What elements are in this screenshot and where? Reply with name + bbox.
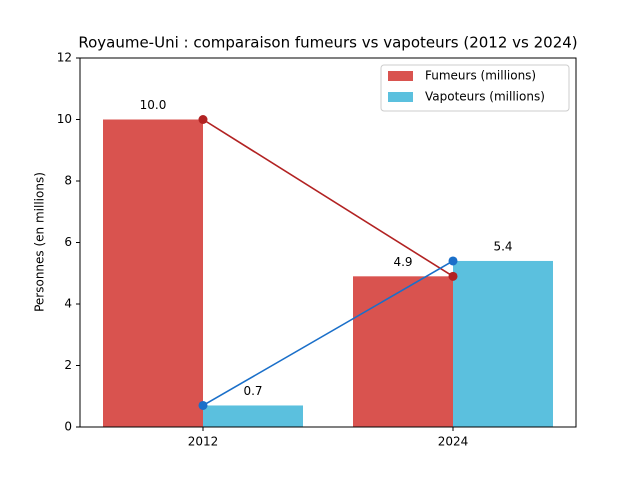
bar <box>103 119 203 427</box>
chart-title: Royaume-Uni : comparaison fumeurs vs vap… <box>78 34 577 52</box>
legend-label: Fumeurs (millions) <box>425 69 536 83</box>
legend-swatch <box>388 71 413 81</box>
y-tick-label: 4 <box>64 297 72 311</box>
trend-point <box>448 256 458 266</box>
legend-swatch <box>388 92 413 102</box>
value-label: 0.7 <box>243 384 262 398</box>
value-label: 4.9 <box>393 255 412 269</box>
value-label: 10.0 <box>140 98 167 112</box>
plot-frame <box>79 57 577 428</box>
y-axis-label: Personnes (en millions) <box>33 172 47 312</box>
legend-box <box>380 64 570 112</box>
y-tick-label: 10 <box>57 112 72 126</box>
trend-point <box>198 115 208 124</box>
y-tick-label: 2 <box>64 358 72 372</box>
bar <box>453 260 553 427</box>
y-tick-label: 8 <box>64 174 72 188</box>
trend-point <box>448 271 458 281</box>
x-tick-label: 2012 <box>188 435 219 449</box>
y-tick-label: 0 <box>64 420 72 434</box>
bar <box>353 276 453 427</box>
trend-line <box>202 260 454 407</box>
legend-label: Vapoteurs (millions) <box>425 90 545 104</box>
trend-point <box>198 400 208 410</box>
trend-line <box>202 118 454 278</box>
x-tick-label: 2024 <box>438 435 469 449</box>
bar <box>203 405 303 427</box>
y-tick-label: 6 <box>64 235 72 249</box>
y-tick-label: 12 <box>57 51 72 65</box>
value-label: 5.4 <box>493 239 512 253</box>
